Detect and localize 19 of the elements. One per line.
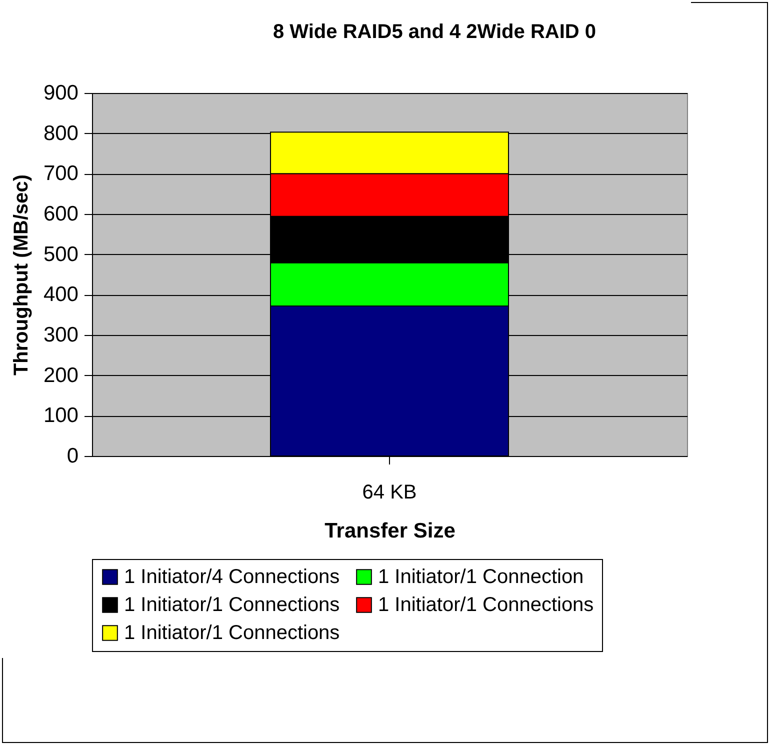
y-tick-label: 600	[43, 202, 78, 226]
legend-label: 1 Initiator/4 Connections	[124, 566, 340, 588]
x-axis-title: Transfer Size	[324, 520, 456, 542]
x-tick-label: 64 KB	[362, 482, 417, 504]
y-tick-label: 100	[43, 404, 78, 428]
y-tick-label: 500	[43, 242, 78, 266]
y-tick-label: 900	[43, 82, 78, 104]
y-tick-label: 300	[43, 324, 78, 346]
legend-label: 1 Initiator/1 Connections	[124, 594, 340, 616]
y-tick-label: 800	[43, 122, 78, 145]
legend-label: 1 Initiator/1 Connections	[124, 622, 340, 644]
y-axis-title: Throughput (MB/sec)	[10, 174, 32, 376]
y-tick-label: 700	[43, 162, 78, 186]
y-tick-label: 400	[43, 283, 78, 306]
y-tick-label: 200	[43, 364, 78, 387]
y-tick-label: 0	[66, 444, 78, 468]
legend-label: 1 Initiator/1 Connections	[378, 594, 594, 616]
legend-label: 1 Initiator/1 Connection	[378, 566, 584, 588]
chart-title: 8 Wide RAID5 and 4 2Wide RAID 0	[272, 21, 596, 43]
